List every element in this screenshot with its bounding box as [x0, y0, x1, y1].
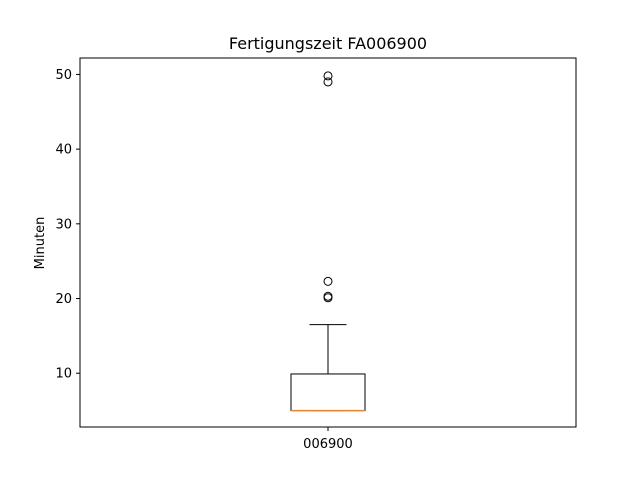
y-tick-label: 10 [55, 367, 72, 382]
chart-title: Fertigungszeit FA006900 [229, 34, 427, 53]
y-tick-label: 40 [55, 143, 72, 158]
outlier-point [323, 291, 333, 301]
outlier-point [323, 71, 333, 81]
y-axis-label: Minuten [33, 217, 48, 270]
y-tick-label: 20 [55, 292, 72, 307]
x-axis: 006900 [303, 427, 353, 452]
y-axis: 10 20 30 40 50 [55, 68, 80, 382]
y-tick-label: 50 [55, 68, 72, 83]
x-tick-label: 006900 [303, 437, 353, 452]
plot-marks [290, 71, 366, 412]
y-tick-label: 30 [55, 217, 72, 232]
outlier-point [323, 77, 333, 87]
outlier-point [323, 276, 333, 286]
